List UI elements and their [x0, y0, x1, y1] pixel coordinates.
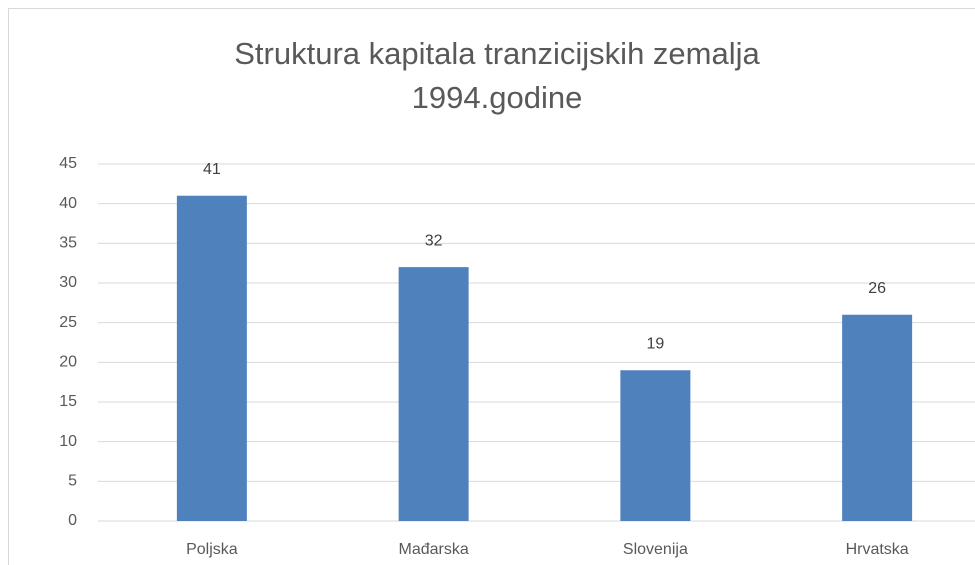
chart-title: Struktura kapitala tranzicijskih zemalja: [234, 36, 760, 71]
chart-border: [8, 8, 975, 565]
y-tick-label: 45: [59, 155, 77, 172]
data-label: 41: [203, 161, 221, 178]
data-label: 26: [868, 280, 886, 297]
x-tick-label: Poljska: [186, 541, 238, 558]
y-tick-label: 25: [59, 314, 77, 331]
x-tick-label: Mađarska: [399, 541, 469, 558]
y-tick-label: 30: [59, 274, 77, 291]
x-tick-label: Slovenija: [623, 541, 688, 558]
bar: [176, 195, 247, 521]
y-tick-label: 10: [59, 433, 77, 450]
y-tick-label: 20: [59, 354, 77, 371]
bar: [620, 370, 691, 521]
y-tick-label: 15: [59, 393, 77, 410]
bar: [398, 267, 469, 521]
chart-title: 1994.godine: [412, 80, 583, 115]
data-label: 19: [646, 335, 664, 352]
bar: [842, 314, 913, 521]
y-tick-label: 5: [68, 473, 77, 490]
y-tick-label: 35: [59, 235, 77, 252]
x-tick-label: Hrvatska: [846, 541, 909, 558]
y-tick-label: 0: [68, 512, 77, 529]
data-label: 32: [425, 232, 443, 249]
y-tick-label: 40: [59, 195, 77, 212]
